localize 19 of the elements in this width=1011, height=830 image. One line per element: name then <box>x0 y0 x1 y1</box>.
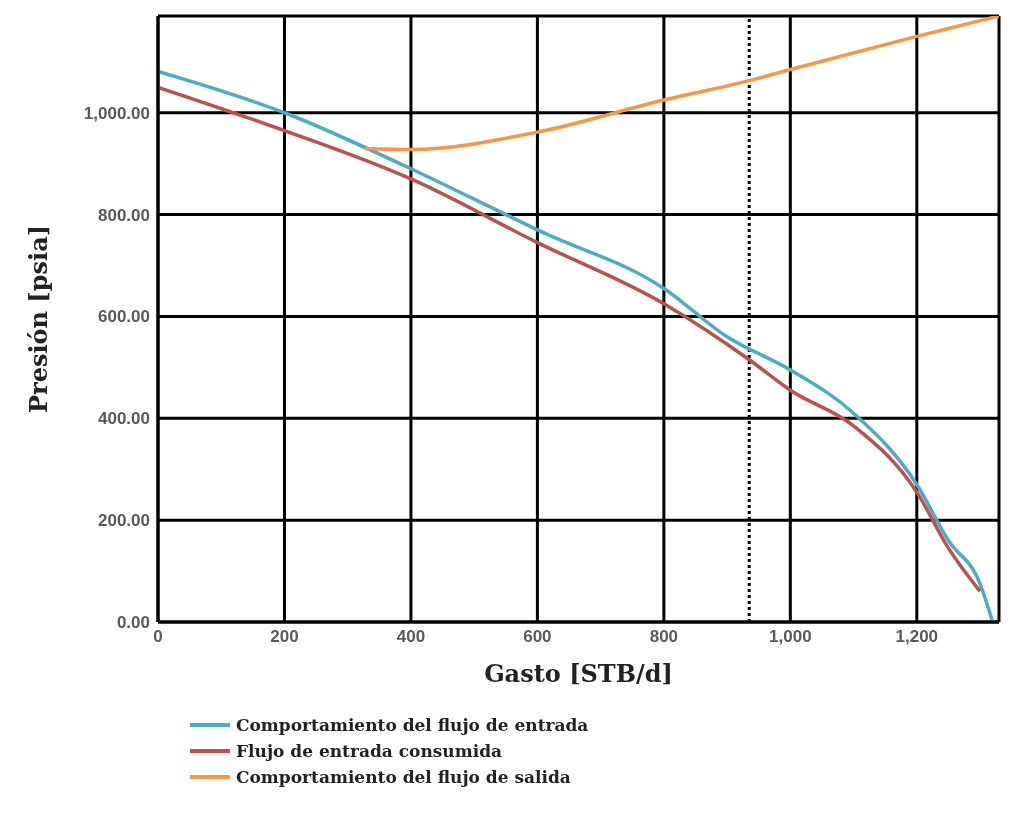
legend-label: Comportamiento del flujo de salida <box>236 766 571 789</box>
x-tick-label: 400 <box>396 627 426 647</box>
y-tick-label: 1,000.00 <box>83 103 150 123</box>
y-axis-title: Presión [psia] <box>23 224 53 414</box>
y-tick-label: 400.00 <box>98 409 150 429</box>
x-tick-label: 800 <box>649 627 679 647</box>
x-axis-title: Gasto [STB/d] <box>484 659 673 688</box>
x-tick-label: 200 <box>270 627 299 647</box>
line-series <box>362 16 999 152</box>
legend-label: Flujo de entrada consumida <box>236 740 503 763</box>
y-tick-label: 0.00 <box>116 613 150 633</box>
x-tick-label: 0 <box>153 627 163 647</box>
y-tick-label: 600.00 <box>98 307 150 327</box>
x-tick-label: 1,000 <box>769 627 812 647</box>
y-tick-label: 800.00 <box>98 205 150 225</box>
y-tick-label: 200.00 <box>98 511 150 531</box>
x-tick-label: 600 <box>523 627 552 647</box>
legend-label: Comportamiento del flujo de entrada <box>236 714 589 737</box>
x-tick-label: 1,200 <box>895 627 939 647</box>
